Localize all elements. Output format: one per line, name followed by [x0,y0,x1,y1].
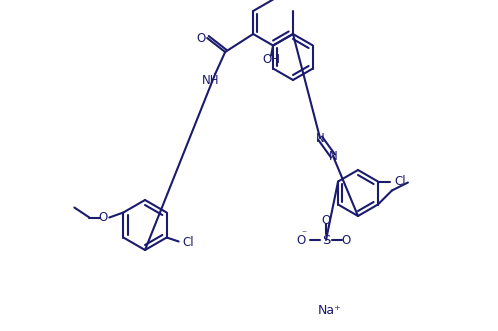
Text: ⁻: ⁻ [301,229,307,239]
Text: N: N [316,131,324,145]
Text: O: O [197,31,206,44]
Text: O: O [341,233,351,247]
Text: Na⁺: Na⁺ [318,304,342,316]
Text: Cl: Cl [394,175,405,188]
Text: S: S [322,233,330,247]
Text: Cl: Cl [183,236,194,249]
Text: O: O [297,233,306,247]
Text: N: N [329,150,337,163]
Text: NH: NH [201,73,219,86]
Text: O: O [99,211,108,224]
Text: OH: OH [262,53,280,66]
Text: O: O [321,213,331,226]
